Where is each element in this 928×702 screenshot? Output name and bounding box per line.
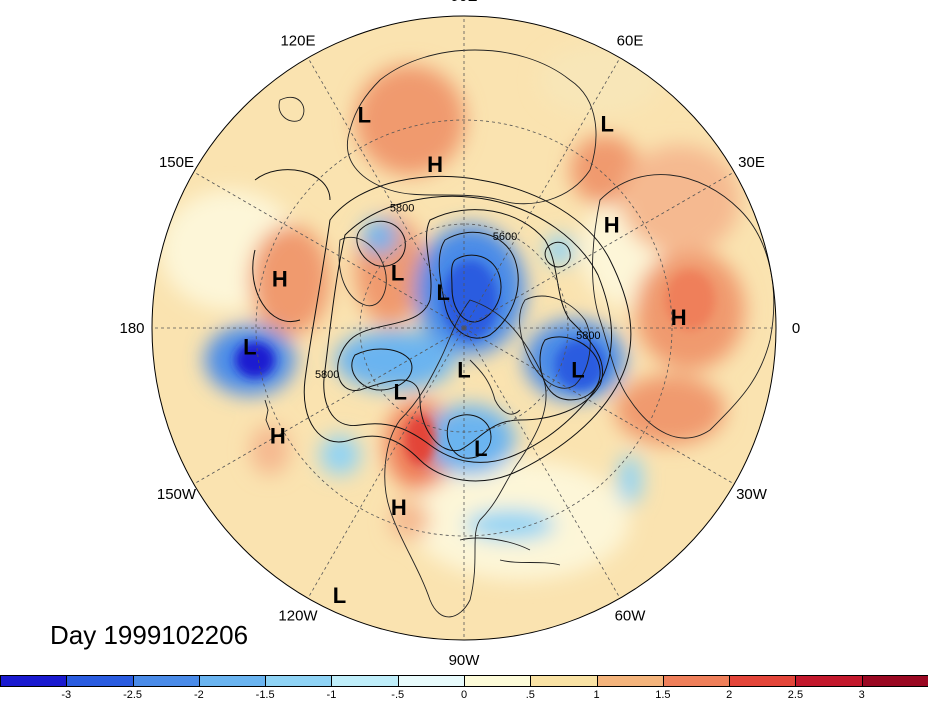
colorbar-cell bbox=[397, 675, 465, 687]
colorbar-cell bbox=[265, 675, 333, 687]
meridian-line bbox=[193, 171, 465, 329]
longitude-label: 30E bbox=[738, 154, 765, 171]
low-pressure-marker: L bbox=[358, 102, 371, 127]
longitude-label: 150W bbox=[157, 486, 197, 503]
meridian-line bbox=[307, 57, 465, 329]
contour-value-label: 5800 bbox=[576, 330, 600, 342]
meridian-line bbox=[193, 327, 465, 485]
colorbar-cell bbox=[464, 675, 532, 687]
graticule bbox=[152, 16, 776, 640]
colorbar-tick-label: -1.5 bbox=[255, 689, 275, 701]
low-pressure-marker: L bbox=[571, 357, 584, 382]
colorbar-tick-label: 2 bbox=[726, 689, 733, 701]
colorbar-tick-label: 3 bbox=[858, 689, 865, 701]
meridian-line bbox=[463, 57, 621, 329]
colorbar-cell bbox=[132, 675, 200, 687]
meridian-line bbox=[307, 327, 465, 599]
anomaly-shading bbox=[160, 45, 745, 580]
low-pressure-marker: L bbox=[474, 436, 487, 461]
high-pressure-marker: H bbox=[272, 267, 288, 292]
map-border bbox=[151, 15, 777, 641]
longitude-label: 90E bbox=[451, 0, 478, 5]
low-pressure-marker: L bbox=[243, 335, 256, 360]
colorbar-tick-label: 1 bbox=[593, 689, 600, 701]
low-pressure-marker: L bbox=[457, 358, 470, 383]
low-pressure-marker: L bbox=[333, 583, 346, 608]
contour-value-label: 5800 bbox=[315, 369, 339, 381]
high-pressure-marker: H bbox=[270, 423, 286, 448]
longitude-label: 120W bbox=[278, 608, 318, 625]
longitude-label: 0 bbox=[792, 320, 800, 337]
colorbar-tick-label: -2.5 bbox=[123, 689, 143, 701]
meridian-line bbox=[463, 171, 735, 329]
date-caption: Day 1999102206 bbox=[50, 620, 249, 650]
low-pressure-marker: L bbox=[436, 280, 449, 305]
colorbar-tick-label: 2.5 bbox=[787, 689, 804, 701]
meridian-line bbox=[463, 327, 735, 485]
longitude-label: 180 bbox=[119, 320, 144, 337]
colorbar-cell bbox=[662, 675, 731, 687]
colorbar-cell bbox=[198, 675, 267, 687]
contour-value-label: 5600 bbox=[493, 231, 517, 243]
colorbar-tick-label: 0 bbox=[460, 689, 468, 701]
meridian-line bbox=[463, 327, 621, 599]
contour-labels: 5800 5600 5800 5800 bbox=[315, 203, 601, 381]
longitude-labels: 90E 60E 30E 0 30W 60W 90W 120W 150W 180 150E 120E bbox=[119, 0, 800, 669]
colorbar-tick-label: -.5 bbox=[391, 689, 405, 701]
colorbar-cell bbox=[861, 675, 928, 687]
colorbar-cell bbox=[530, 675, 598, 687]
longitude-label: 120E bbox=[280, 32, 315, 49]
longitude-label: 150E bbox=[159, 154, 194, 171]
high-pressure-marker: H bbox=[671, 305, 687, 330]
colorbar-tick-label: 1.5 bbox=[655, 689, 671, 701]
coastlines bbox=[264, 49, 775, 618]
pressure-center-markers: L H L H H L H L L L L L L H H L bbox=[243, 102, 686, 608]
colorbar-tick-label: .5 bbox=[525, 689, 535, 701]
colorbar-tick-label: -3 bbox=[61, 689, 72, 701]
colorbar-cell bbox=[729, 675, 797, 687]
low-pressure-marker: L bbox=[600, 112, 613, 137]
latitude-circle bbox=[255, 119, 673, 537]
colorbar-tick-label: -2 bbox=[193, 689, 204, 701]
colorbar-cell bbox=[331, 675, 399, 687]
colorbar-cell bbox=[0, 675, 68, 687]
colorbar-cell bbox=[596, 675, 664, 687]
longitude-label: 90W bbox=[449, 652, 481, 669]
longitude-label: 60W bbox=[615, 608, 647, 625]
high-pressure-marker: H bbox=[604, 213, 620, 238]
colorbar bbox=[0, 675, 928, 689]
low-pressure-marker: L bbox=[391, 260, 404, 285]
contour-value-label: 5800 bbox=[390, 203, 414, 215]
longitude-label: 30W bbox=[736, 486, 768, 503]
colorbar-cell bbox=[795, 675, 863, 687]
colorbar-cell bbox=[66, 675, 134, 687]
low-pressure-marker: L bbox=[394, 380, 407, 405]
longitude-label: 60E bbox=[617, 32, 644, 49]
high-pressure-marker: H bbox=[391, 495, 407, 520]
colorbar-tick-label: -1 bbox=[326, 689, 337, 701]
high-pressure-marker: H bbox=[427, 152, 443, 177]
